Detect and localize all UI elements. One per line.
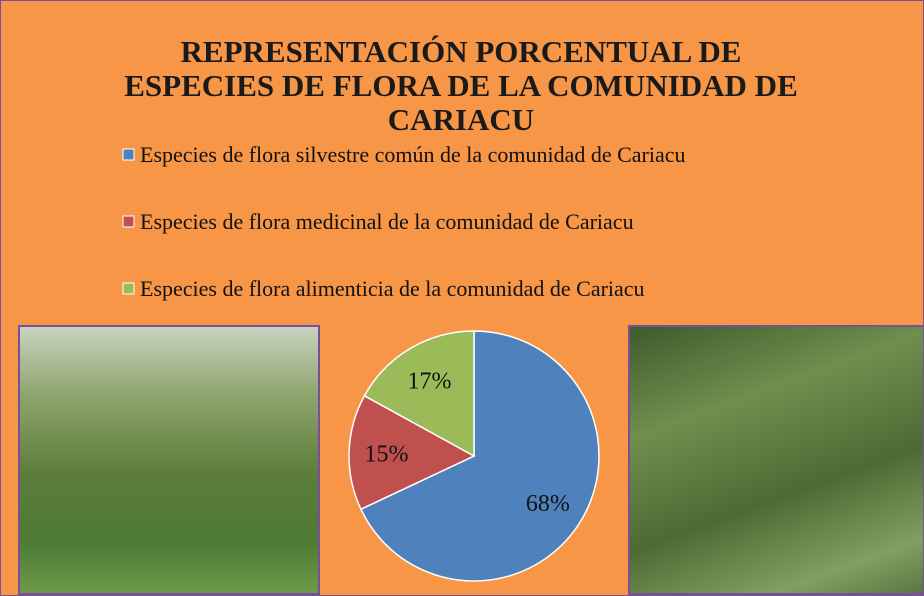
legend-label: Especies de flora medicinal de la comuni… bbox=[140, 209, 634, 234]
legend-swatch bbox=[123, 283, 134, 294]
slide: REPRESENTACIÓN PORCENTUAL DE ESPECIES DE… bbox=[0, 0, 924, 596]
legend-swatch bbox=[123, 149, 134, 160]
chart: Especies de flora silvestre común de la … bbox=[1, 1, 924, 596]
legend-swatch bbox=[123, 216, 134, 227]
value-label: 68% bbox=[526, 491, 570, 517]
legend-label: Especies de flora silvestre común de la … bbox=[140, 142, 686, 167]
value-label: 15% bbox=[365, 441, 409, 467]
legend-label: Especies de flora alimenticia de la comu… bbox=[140, 276, 645, 301]
value-label: 17% bbox=[407, 369, 451, 395]
